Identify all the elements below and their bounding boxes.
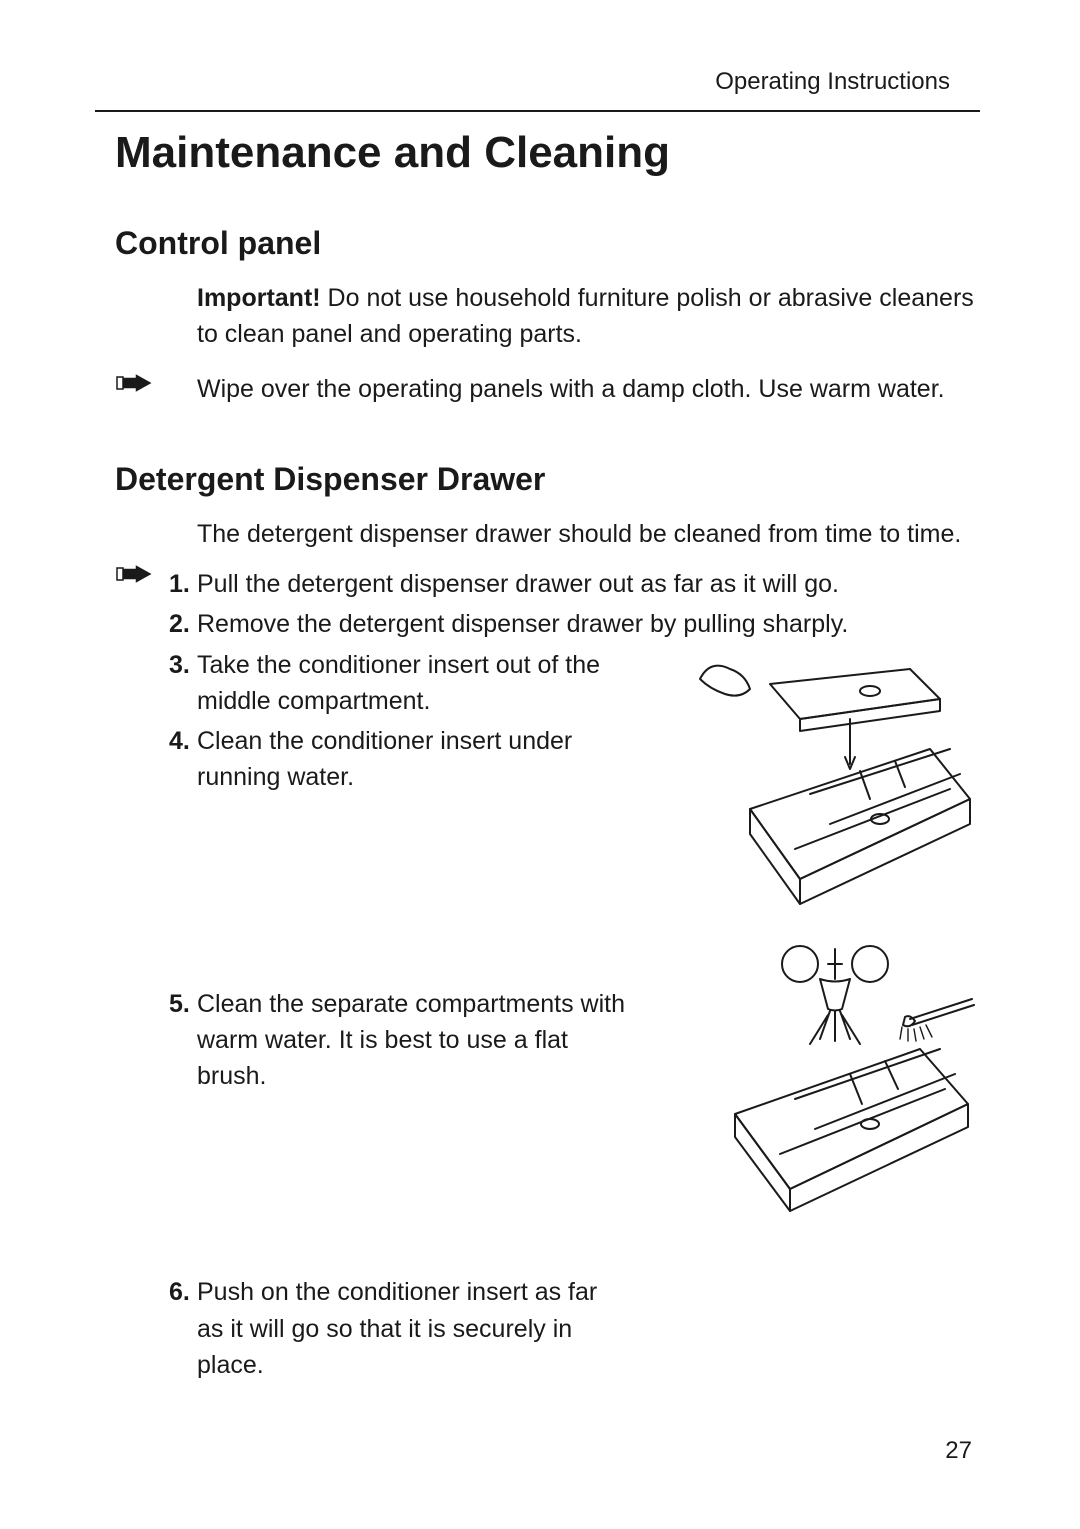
page: Operating Instructions Maintenance and C… [0,0,1080,1529]
hand-point-icon [115,562,169,586]
section-detergent-drawer: Detergent Dispenser Drawer The detergent… [115,461,980,1383]
important-note: Important! Do not use household furnitur… [197,280,980,353]
step-number: 5. [169,986,197,1095]
step-text: Push on the conditioner insert as far as… [197,1274,627,1383]
content-area: Control panel Important! Do not use hous… [115,225,980,1383]
step-text: Clean the separate compartments with war… [197,986,627,1095]
step-number: 6. [169,1274,197,1383]
drawer-clean-illustration [680,939,980,1219]
step-number: 1. [169,566,197,602]
instruction-row-wipe: Wipe over the operating panels with a da… [115,371,980,407]
hand-point-icon [115,371,169,395]
page-title: Maintenance and Cleaning [115,128,670,178]
section-heading-control-panel: Control panel [115,225,980,262]
steps-list: 2. Remove the detergent dispenser drawer… [169,606,980,1383]
header-rule [95,110,980,112]
step-number: 3. [169,647,197,720]
drawer-remove-illustration [680,649,980,909]
section-heading-detergent: Detergent Dispenser Drawer [115,461,980,498]
step-text: Clean the conditioner insert under runni… [197,723,627,796]
step-number: 2. [169,606,197,642]
running-header: Operating Instructions [715,68,950,96]
step-text: Remove the detergent dispenser drawer by… [197,606,980,642]
instruction-text: Wipe over the operating panels with a da… [197,371,945,407]
step-number: 4. [169,723,197,796]
page-number: 27 [945,1437,972,1465]
step-text: Take the conditioner insert out of the m… [197,647,627,720]
step-1-row: 1. Pull the detergent dispenser drawer o… [115,562,980,602]
step-text: Pull the detergent dispenser drawer out … [197,566,980,602]
section2-intro: The detergent dispenser drawer should be… [197,516,980,552]
important-label: Important! [197,284,321,312]
